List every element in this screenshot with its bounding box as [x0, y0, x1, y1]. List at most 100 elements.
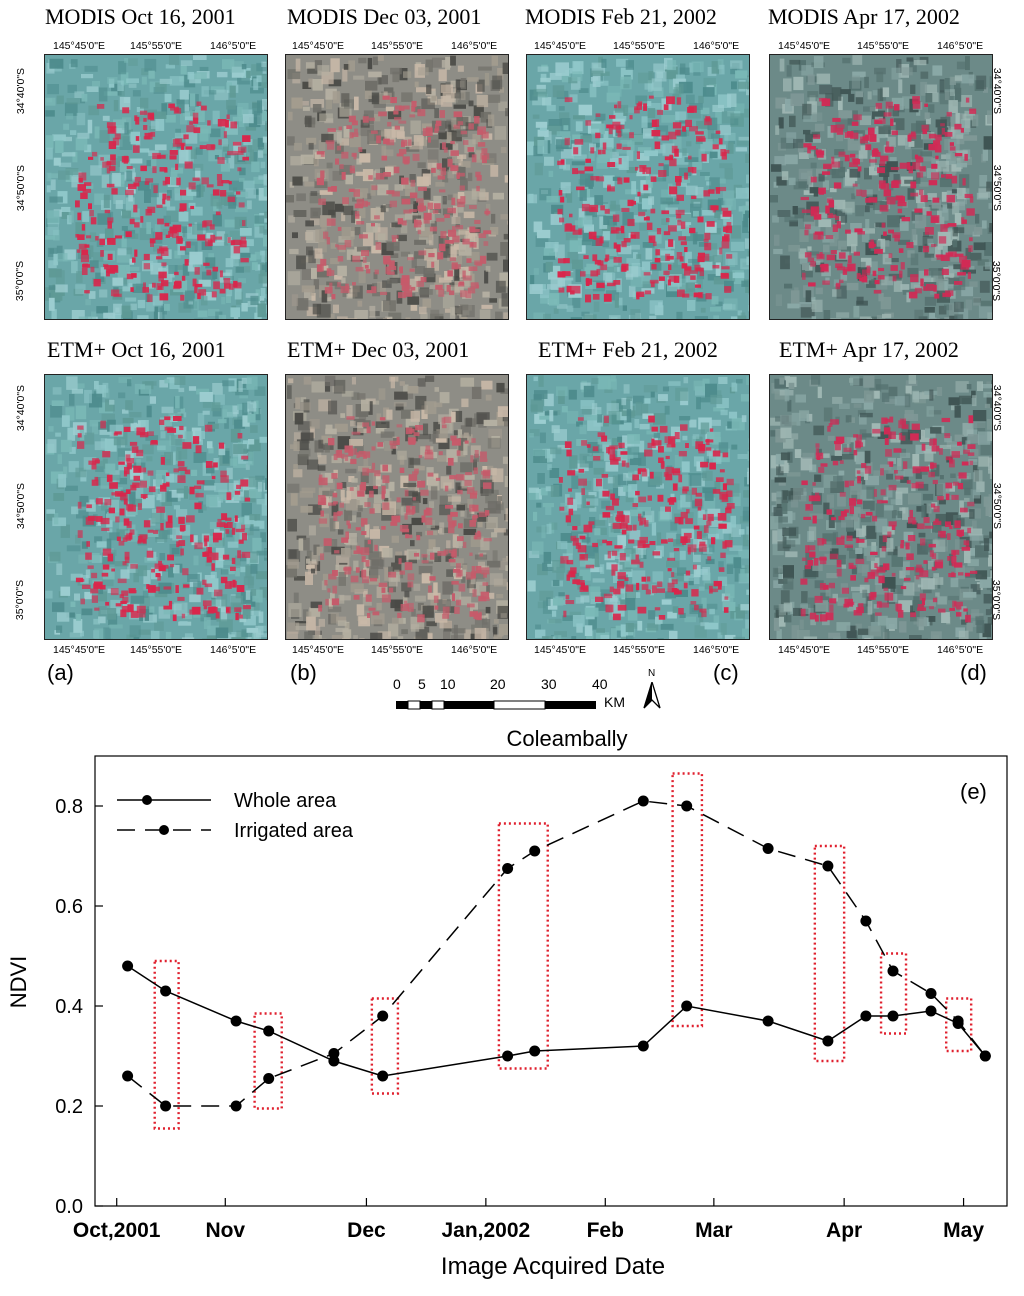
data-point: [263, 1026, 274, 1037]
series-line-irrigated-area: [128, 801, 986, 1106]
lon-tick: 145°55'0"E: [613, 644, 665, 656]
data-point: [888, 1011, 899, 1022]
plot-frame: [95, 756, 1007, 1206]
panel-label-c: (c): [713, 660, 739, 686]
etm-map-b: [285, 374, 509, 640]
scale-label: 0: [393, 676, 401, 692]
data-point: [502, 1051, 513, 1062]
data-point: [860, 1011, 871, 1022]
data-point: [980, 1051, 991, 1062]
data-point: [926, 988, 937, 999]
chart-title: Coleambally: [506, 726, 627, 751]
data-point: [160, 1101, 171, 1112]
etm-map-c: [526, 374, 750, 640]
lon-tick: 145°45'0"E: [53, 40, 105, 52]
modis-title-2: MODIS Dec 03, 2001: [287, 4, 481, 30]
data-point: [638, 796, 649, 807]
modis-map-a: [44, 54, 268, 320]
data-point: [377, 1011, 388, 1022]
x-tick-label: Jan,2002: [441, 1219, 530, 1242]
x-tick-label: Nov: [205, 1219, 245, 1242]
lon-tick: 145°55'0"E: [857, 644, 909, 656]
lon-tick: 145°45'0"E: [292, 40, 344, 52]
lon-tick: 145°55'0"E: [130, 644, 182, 656]
modis-map-c: [526, 54, 750, 320]
etm-map-a: [44, 374, 268, 640]
x-tick-label: Feb: [587, 1219, 624, 1242]
scale-label: 5: [418, 676, 426, 692]
scale-segments: [396, 698, 616, 712]
lon-tick: 145°45'0"E: [778, 644, 830, 656]
lon-tick: 145°45'0"E: [534, 40, 586, 52]
x-tick-label: Apr: [826, 1219, 862, 1242]
modis-title-1: MODIS Oct 16, 2001: [45, 4, 236, 30]
data-point: [529, 1046, 540, 1057]
data-point: [502, 863, 513, 874]
scale-bar: 0 5 10 20 30 40 KM N: [390, 676, 670, 716]
data-point: [681, 1001, 692, 1012]
y-axis-label: NDVI: [6, 956, 31, 1009]
lon-tick: 145°45'0"E: [534, 644, 586, 656]
highlight-box: [815, 846, 844, 1061]
lon-tick: 145°45'0"E: [778, 40, 830, 52]
legend-label-irrigated: Irrigated area: [234, 820, 354, 842]
data-point: [763, 843, 774, 854]
lat-tick-left: 35°0'0"S: [14, 580, 26, 620]
scale-label: 40: [592, 676, 608, 692]
etm-title-1: ETM+ Oct 16, 2001: [47, 337, 226, 363]
scale-label: 20: [490, 676, 506, 692]
lon-tick: 145°55'0"E: [857, 40, 909, 52]
highlight-box: [881, 954, 906, 1034]
lon-tick: 145°55'0"E: [613, 40, 665, 52]
data-point: [377, 1071, 388, 1082]
x-tick-label: Mar: [695, 1219, 732, 1242]
north-label: N: [648, 668, 655, 679]
lon-tick: 146°5'0"E: [451, 644, 497, 656]
series-lines: [122, 796, 991, 1112]
data-point: [638, 1041, 649, 1052]
lat-tick-left: 34°50'0"S: [15, 165, 27, 211]
data-point: [231, 1101, 242, 1112]
lon-tick: 145°55'0"E: [371, 40, 423, 52]
modis-map-b: [285, 54, 509, 320]
lon-tick: 146°5'0"E: [937, 40, 983, 52]
data-point: [122, 961, 133, 972]
x-tick-label: Dec: [347, 1219, 386, 1242]
legend-marker-irrigated: [159, 825, 169, 835]
y-tick-label: 0.4: [55, 996, 83, 1018]
lon-tick: 146°5'0"E: [937, 644, 983, 656]
lon-tick: 146°5'0"E: [693, 644, 739, 656]
scale-label: 30: [541, 676, 557, 692]
data-point: [860, 916, 871, 927]
lon-tick: 146°5'0"E: [693, 40, 739, 52]
y-tick-label: 0.0: [55, 1196, 83, 1218]
lon-tick: 145°55'0"E: [130, 40, 182, 52]
data-point: [231, 1016, 242, 1027]
etm-title-3: ETM+ Feb 21, 2002: [538, 337, 718, 363]
y-tick-label: 0.8: [55, 796, 83, 818]
panel-label-e: (e): [960, 779, 987, 804]
y-tick-label: 0.2: [55, 1096, 83, 1118]
data-point: [529, 846, 540, 857]
etm-title-2: ETM+ Dec 03, 2001: [287, 337, 469, 363]
etm-title-4: ETM+ Apr 17, 2002: [779, 337, 959, 363]
lon-tick: 145°45'0"E: [292, 644, 344, 656]
y-axis: 0.0 0.2 0.4 0.6 0.8: [55, 796, 103, 1218]
series-line-whole-area: [128, 966, 986, 1076]
y-tick-label: 0.6: [55, 896, 83, 918]
panel-label-b: (b): [290, 660, 317, 686]
data-point: [888, 966, 899, 977]
data-point: [160, 986, 171, 997]
lon-tick: 145°45'0"E: [53, 644, 105, 656]
data-point: [122, 1071, 133, 1082]
lat-tick-left: 34°40'0"S: [15, 68, 27, 114]
data-point: [681, 801, 692, 812]
legend-label-whole: Whole area: [234, 790, 337, 812]
legend-marker-whole: [142, 795, 152, 805]
north-arrow-icon: [642, 682, 662, 710]
lon-tick: 146°5'0"E: [451, 40, 497, 52]
highlight-box: [499, 824, 548, 1069]
data-point: [953, 1016, 964, 1027]
etm-map-d: [769, 374, 993, 640]
